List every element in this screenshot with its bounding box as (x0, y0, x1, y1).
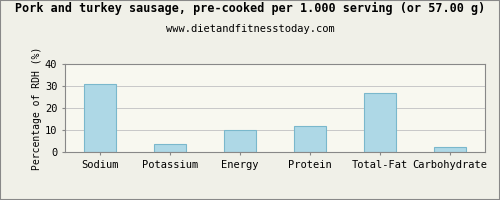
Bar (154, 144, 186, 152)
Bar (434, 147, 466, 152)
Y-axis label: Percentage of RDH (%): Percentage of RDH (%) (32, 46, 42, 170)
Bar (84, 84, 116, 152)
Bar (224, 130, 256, 152)
Bar (294, 126, 326, 152)
Bar (364, 93, 396, 152)
Text: Pork and turkey sausage, pre-cooked per 1.000 serving (or 57.00 g): Pork and turkey sausage, pre-cooked per … (15, 2, 485, 15)
Text: www.dietandfitnesstoday.com: www.dietandfitnesstoday.com (166, 24, 334, 34)
